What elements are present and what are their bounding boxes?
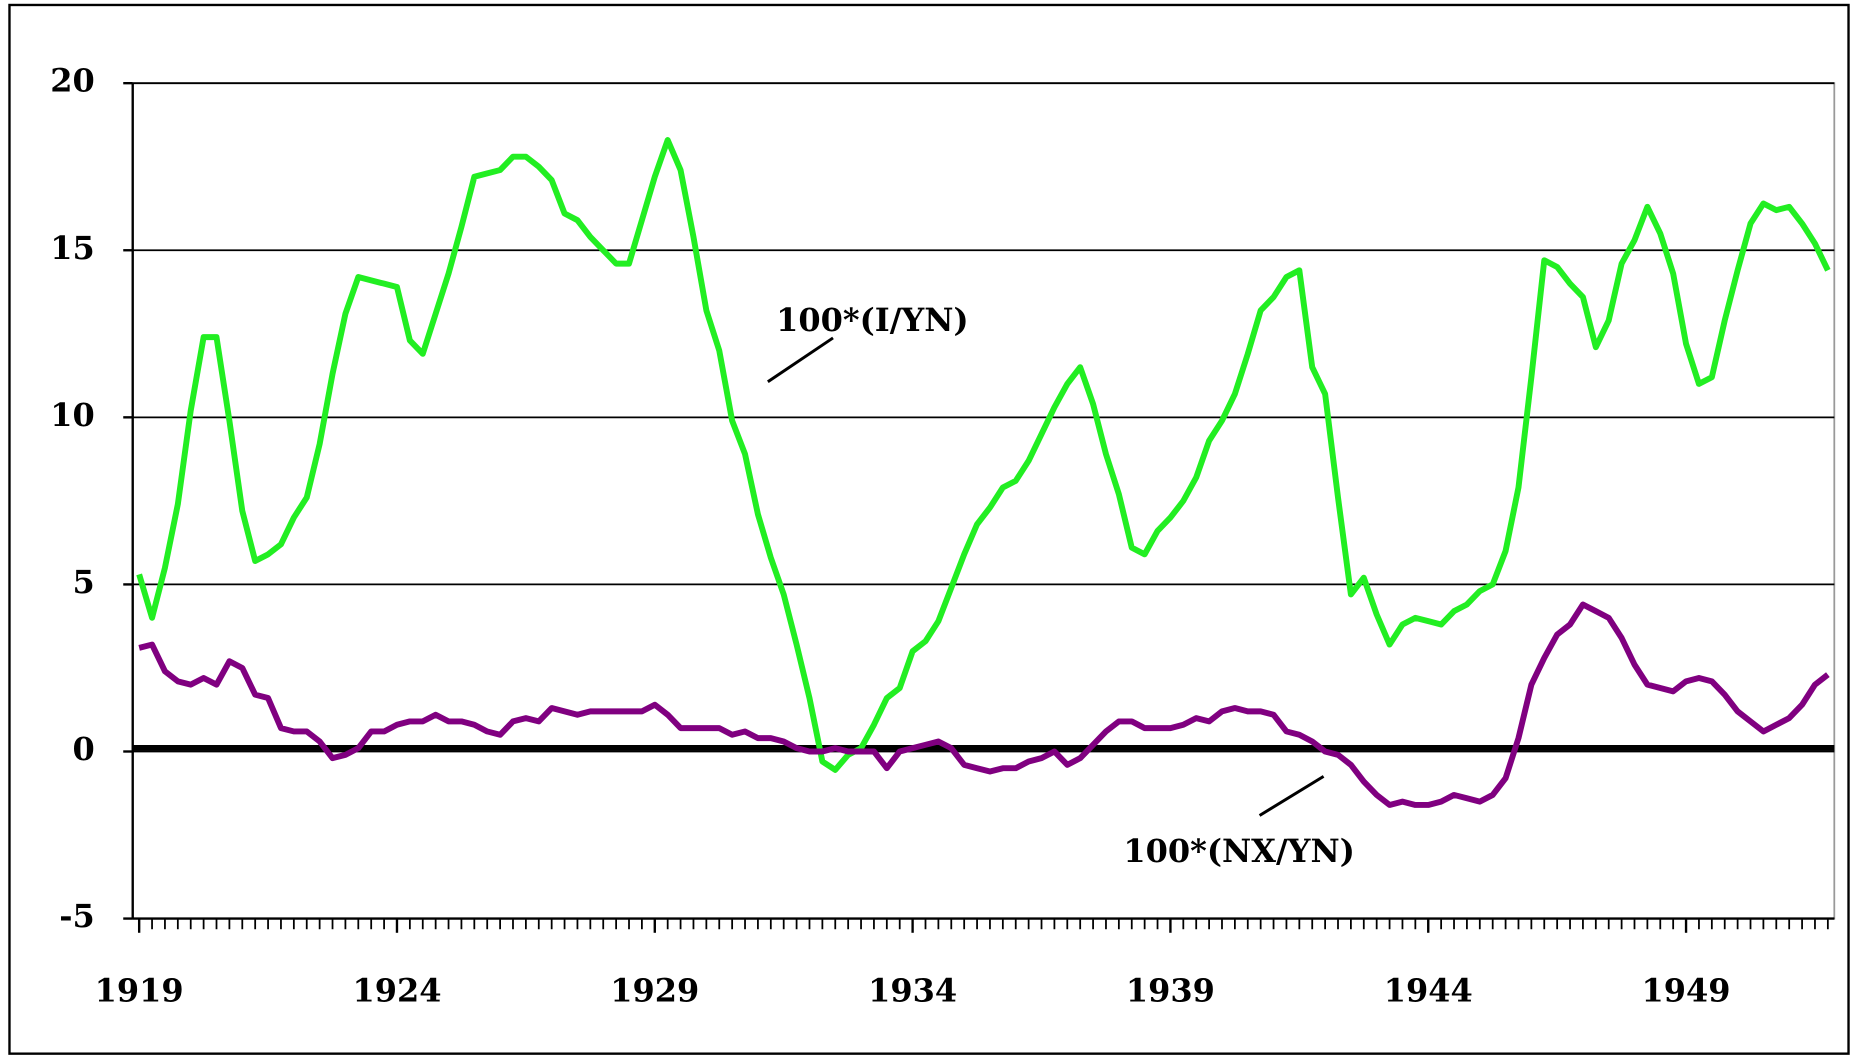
series-line	[136, 137, 1831, 773]
x-tick-label: 1934	[868, 972, 957, 1010]
x-tick-label: 1939	[1126, 972, 1215, 1010]
y-tick-label: -5	[59, 897, 95, 935]
x-tick-label: 1944	[1384, 972, 1473, 1010]
frame	[8, 3, 1850, 1055]
leader-line	[767, 336, 834, 384]
y-tick-label: 10	[50, 396, 95, 434]
leader-line	[1258, 775, 1325, 817]
x-tick-label: 1924	[352, 972, 441, 1010]
x-tick-label: 1919	[95, 972, 184, 1010]
series-line	[138, 601, 1830, 808]
annotation: 100*(NX/YN)	[1123, 832, 1355, 870]
y-tick-label: 15	[50, 229, 95, 267]
y-tick-label: 5	[73, 563, 95, 601]
y-tick-label: 0	[73, 730, 95, 768]
x-tick-label: 1929	[610, 972, 699, 1010]
y-tick-label: 20	[50, 62, 95, 100]
x-tick-label: 1949	[1642, 972, 1731, 1010]
annotation: 100*(I/YN)	[776, 301, 968, 339]
